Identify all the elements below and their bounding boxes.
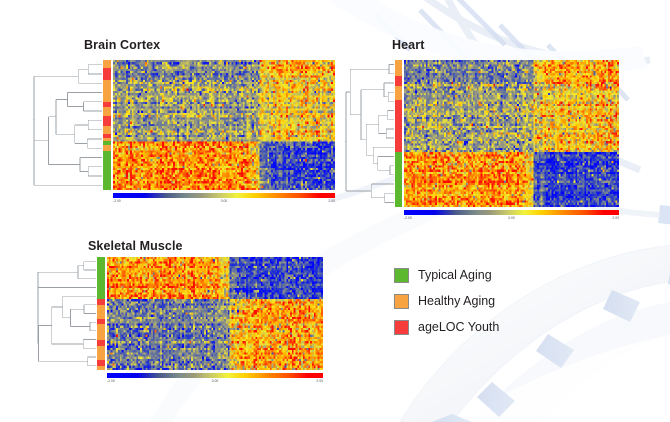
- heatmap-plot-heart: [344, 60, 619, 208]
- row-group-segment: [97, 366, 105, 371]
- color-scale-gradient-skeletal-muscle: [107, 373, 323, 378]
- legend-item-typical-aging: Typical Aging: [394, 262, 499, 288]
- group-legend: Typical Aging Healthy Aging ageLOC Youth: [394, 262, 499, 340]
- legend-swatch-icon-ageloc-youth: [394, 319, 409, 335]
- row-group-segment: [395, 86, 402, 101]
- row-group-segment: [97, 340, 105, 347]
- row-group-segment: [97, 299, 105, 306]
- heatmap-grid-skeletal-muscle: [107, 257, 323, 370]
- color-scale-heart: -2.00 0.00 2.00: [404, 210, 619, 224]
- panel-title-brain-cortex: Brain Cortex: [84, 38, 161, 52]
- scale-tick-min: -2.00: [107, 379, 115, 383]
- row-group-segment: [395, 152, 402, 208]
- scale-tick-min: -2.00: [113, 199, 121, 203]
- dendrogram-brain-cortex: [32, 60, 102, 190]
- row-group-segment: [103, 68, 111, 81]
- legend-label-typical-aging: Typical Aging: [418, 268, 492, 282]
- dendrogram-skeletal-muscle: [36, 257, 96, 370]
- legend-swatch-icon-typical-aging: [394, 267, 409, 283]
- heatmap-plot-skeletal-muscle: [36, 257, 323, 371]
- row-group-segment: [103, 80, 111, 103]
- scale-tick-min: -2.00: [404, 216, 412, 220]
- legend-item-healthy-aging: Healthy Aging: [394, 288, 499, 314]
- heatmap-grid-heart: [404, 60, 619, 207]
- row-group-color-strip-brain-cortex: [103, 60, 111, 191]
- scale-tick-max: 2.00: [316, 379, 323, 383]
- row-group-segment: [103, 107, 111, 117]
- row-group-segment: [395, 76, 402, 87]
- scale-tick-max: 2.00: [328, 199, 335, 203]
- color-scale-gradient-brain-cortex: [113, 193, 335, 198]
- row-group-segment: [97, 305, 105, 320]
- row-group-segment: [103, 126, 111, 135]
- row-group-segment: [97, 324, 105, 341]
- color-scale-ticks-heart: -2.00 0.00 2.00: [404, 215, 619, 224]
- row-group-segment: [395, 100, 402, 153]
- row-group-segment: [103, 60, 111, 69]
- panel-title-skeletal-muscle: Skeletal Muscle: [88, 239, 183, 253]
- row-group-segment: [103, 134, 111, 139]
- row-group-segment: [97, 319, 105, 325]
- color-scale-ticks-skeletal-muscle: -2.00 0.00 2.00: [107, 378, 323, 387]
- color-scale-skeletal-muscle: -2.00 0.00 2.00: [107, 373, 323, 387]
- dendrogram-heart: [344, 60, 394, 207]
- color-scale-brain-cortex: -2.00 0.00 2.00: [113, 193, 335, 207]
- row-group-segment: [395, 60, 402, 77]
- legend-item-ageloc-youth: ageLOC Youth: [394, 314, 499, 340]
- row-group-color-strip-skeletal-muscle: [97, 257, 105, 371]
- heatmap-plot-brain-cortex: [32, 60, 335, 191]
- row-group-color-strip-heart: [395, 60, 402, 208]
- row-group-segment: [97, 346, 105, 361]
- color-scale-ticks-brain-cortex: -2.00 0.00 2.00: [113, 198, 335, 207]
- color-scale-gradient-heart: [404, 210, 619, 215]
- row-group-segment: [103, 145, 111, 152]
- row-group-segment: [103, 138, 111, 142]
- panel-title-heart: Heart: [392, 38, 425, 52]
- row-group-segment: [97, 360, 105, 367]
- row-group-segment: [103, 141, 111, 146]
- row-group-segment: [103, 151, 111, 191]
- scale-tick-max: 2.00: [612, 216, 619, 220]
- scale-tick-mid: 0.00: [220, 199, 228, 203]
- row-group-segment: [97, 257, 105, 300]
- scale-tick-mid: 0.00: [211, 379, 219, 383]
- legend-label-healthy-aging: Healthy Aging: [418, 294, 496, 308]
- row-group-segment: [103, 102, 111, 108]
- heatmap-grid-brain-cortex: [113, 60, 335, 190]
- legend-swatch-icon-healthy-aging: [394, 293, 409, 309]
- scale-tick-mid: 0.00: [508, 216, 515, 220]
- row-group-segment: [103, 116, 111, 127]
- legend-label-ageloc-youth: ageLOC Youth: [418, 320, 500, 334]
